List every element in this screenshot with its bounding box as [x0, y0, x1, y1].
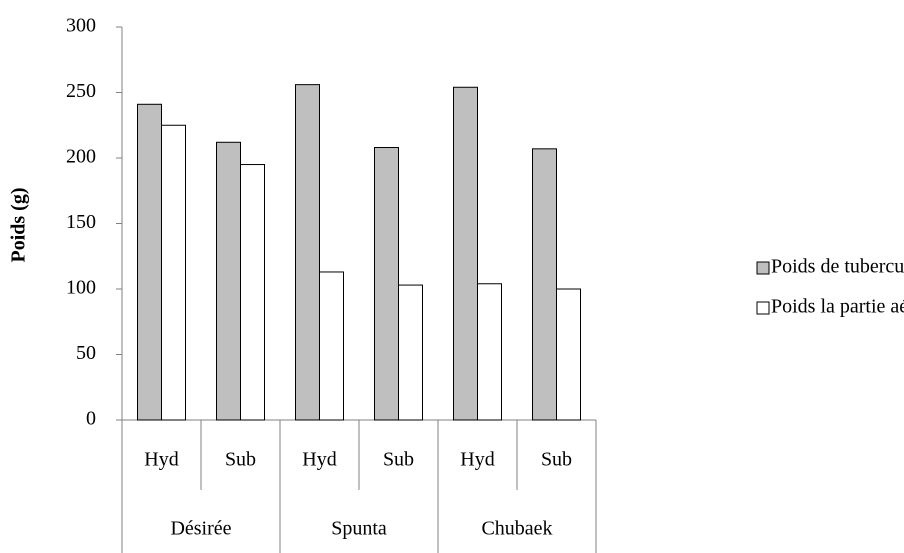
x-tick-label: Hyd: [460, 449, 494, 471]
bar: [477, 283, 502, 421]
bar: [532, 148, 557, 421]
x-tick-label: Hyd: [302, 449, 336, 471]
x-tick-label: Sub: [383, 449, 414, 471]
x-group-label: Désirée: [170, 518, 231, 540]
y-tick-label: 100: [66, 277, 96, 299]
y-tick-label: 200: [66, 146, 96, 168]
x-tick-label: Hyd: [144, 449, 178, 471]
bar: [295, 84, 320, 421]
x-group-label: Spunta: [331, 518, 387, 540]
y-tick-label: 0: [86, 408, 96, 430]
bar: [137, 103, 162, 421]
x-group-label: Chubaek: [481, 518, 552, 540]
legend-swatch: [756, 301, 770, 315]
bar: [319, 271, 344, 421]
x-tick-label: Sub: [541, 449, 572, 471]
bar: [216, 141, 241, 421]
y-tick-label: 250: [66, 80, 96, 102]
legend-label: Poids de tubercules: [771, 256, 904, 278]
bar: [398, 284, 423, 421]
bar: [161, 124, 186, 421]
bar: [453, 86, 478, 421]
y-tick-label: 50: [76, 342, 96, 364]
y-axis-title: Poids (g): [8, 188, 30, 263]
bar: [374, 147, 399, 421]
x-tick-label: Sub: [225, 449, 256, 471]
legend-label: Poids la partie aérienne: [771, 296, 904, 318]
bar: [556, 288, 581, 421]
y-tick-label: 150: [66, 211, 96, 233]
bar: [240, 164, 265, 421]
y-tick-label: 300: [66, 15, 96, 37]
legend-swatch: [756, 261, 770, 275]
